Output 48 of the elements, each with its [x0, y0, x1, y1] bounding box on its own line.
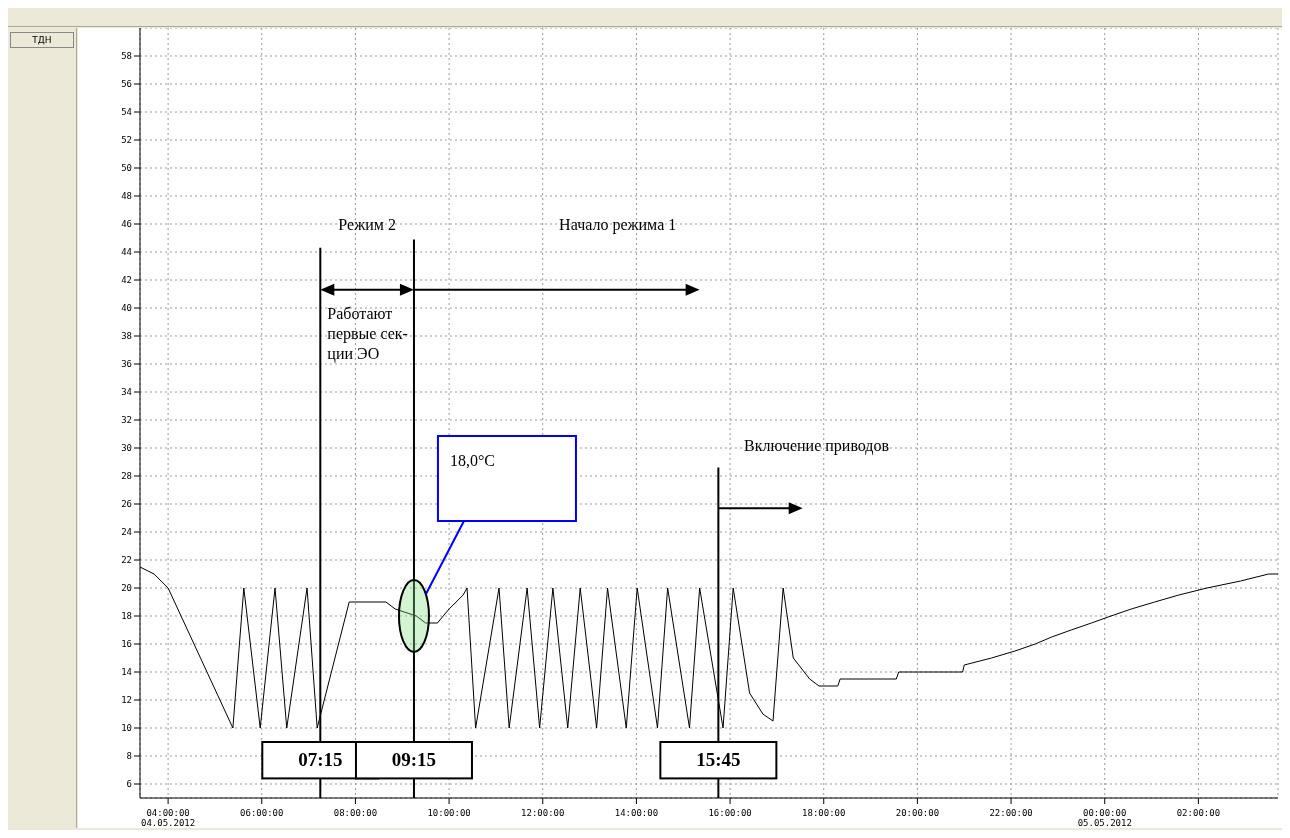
y-tick-label: 24 [121, 527, 132, 538]
ref-line-label: 07:15 [298, 749, 343, 771]
x-tick-label: 22:00:00 [989, 808, 1033, 818]
annotation: 18,0°C [449, 452, 496, 469]
x-tick-label: 20:00:00 [895, 808, 940, 818]
y-tick-label: 32 [121, 415, 132, 426]
y-tick-label: 54 [121, 107, 132, 118]
x-tick-label: 04:00:00 04.05.2012 [141, 808, 196, 828]
y-tick-label: 50 [121, 163, 132, 174]
x-tick-label: 12:00:00 [521, 808, 565, 818]
y-tick-label: 30 [121, 443, 132, 454]
y-tick-label: 20 [121, 583, 132, 594]
y-tick-label: 48 [121, 191, 132, 202]
y-tick-label: 58 [121, 51, 132, 62]
y-tick-label: 10 [121, 723, 132, 734]
text: ТДН [10, 32, 74, 48]
x-tick-label: 02:00:00 [1176, 808, 1221, 818]
ref-line-label: 15:45 [696, 749, 741, 771]
x-tick-label: 00:00:00 05.05.2012 [1077, 808, 1132, 828]
ref-line-label: 09:15 [391, 749, 437, 771]
y-tick-label: 22 [121, 555, 132, 566]
x-tick-label: 10:00:00 [427, 808, 471, 818]
y-tick-label: 34 [121, 387, 132, 398]
y-tick-label: 8 [126, 751, 132, 762]
y-tick-label: 38 [121, 331, 132, 342]
y-tick-label: 46 [121, 219, 132, 230]
y-tick-label: 42 [121, 275, 132, 286]
y-tick-label: 52 [121, 135, 132, 146]
annotation: Работают первые сек- ции ЭО [327, 305, 408, 364]
annotation: Включение приводов [744, 436, 890, 455]
x-tick-label: 16:00:00 [708, 808, 752, 818]
x-tick-label: 18:00:00 [802, 808, 846, 818]
y-tick-label: 56 [121, 79, 132, 90]
x-tick-label: 14:00:00 [614, 808, 659, 818]
y-tick-label: 16 [121, 639, 132, 650]
annotation: Режим 2 [338, 215, 396, 233]
x-tick-label: 08:00:00 [333, 808, 378, 818]
y-tick-label: 12 [121, 695, 132, 706]
y-tick-label: 18 [121, 611, 132, 622]
y-tick-label: 28 [121, 471, 132, 482]
y-tick-label: 44 [121, 247, 132, 258]
y-tick-label: 26 [121, 499, 132, 510]
annotation: Начало режима 1 [559, 215, 677, 234]
y-tick-label: 6 [126, 779, 132, 790]
y-tick-label: 36 [121, 359, 132, 370]
y-tick-label: 40 [121, 303, 132, 314]
y-tick-label: 14 [121, 667, 132, 678]
x-tick-label: 06:00:00 [240, 808, 284, 818]
